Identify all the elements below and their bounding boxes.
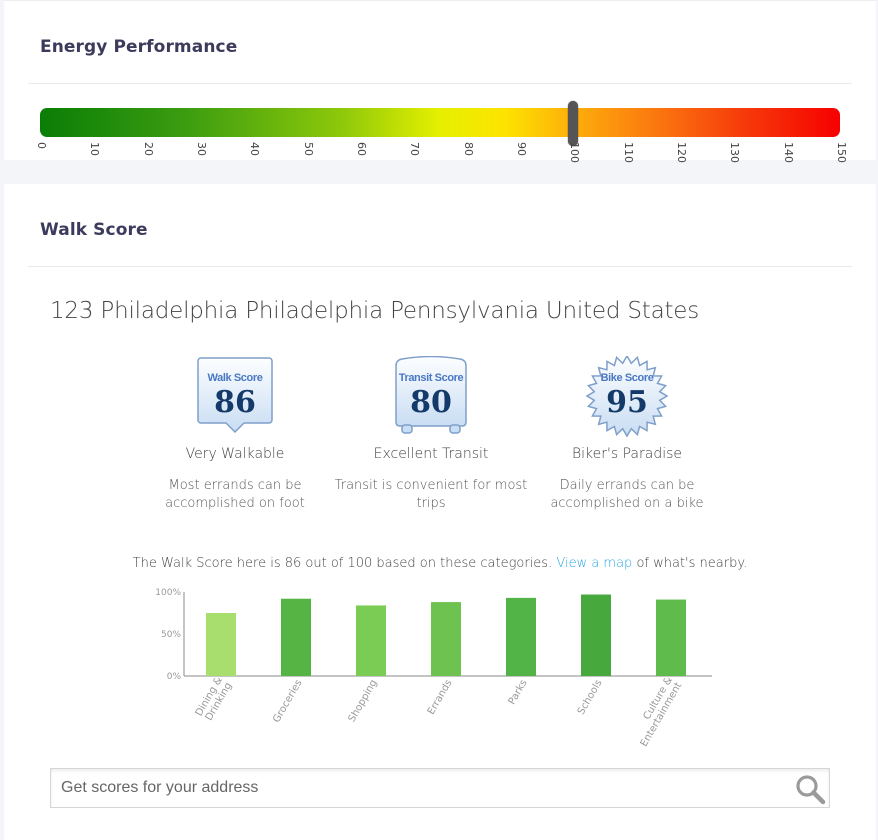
walk-score-badge-label: Walk Score bbox=[207, 372, 263, 384]
chart-bar bbox=[656, 599, 686, 676]
address-search-input[interactable] bbox=[51, 769, 781, 807]
bike-score-value: 95 bbox=[606, 385, 648, 420]
chart-y-tick-label: 0% bbox=[167, 672, 182, 682]
chart-y-tick-label: 100% bbox=[155, 588, 181, 598]
gauge-tick-label: 70 bbox=[408, 142, 422, 156]
chart-bar bbox=[506, 597, 536, 676]
chart-category-label: Parks bbox=[507, 678, 530, 707]
energy-performance-title: Energy Performance bbox=[40, 37, 238, 57]
divider bbox=[28, 266, 852, 267]
chart-category-label: Shopping bbox=[347, 678, 380, 724]
summary-text: The Walk Score here is 86 out of 100 bas… bbox=[132, 556, 553, 571]
bike-score-column: Bike Score 95 Biker's Paradise Daily err… bbox=[527, 356, 727, 513]
gauge-tick-label: 50 bbox=[301, 142, 315, 156]
chart-category-label-line: Groceries bbox=[271, 678, 304, 725]
chart-category-label-line: Parks bbox=[507, 678, 530, 707]
walk-score-title: Walk Score bbox=[40, 220, 148, 240]
walk-score-card: Walk Score 123 Philadelphia Philadelphia… bbox=[4, 184, 876, 840]
gauge-tick-label: 130 bbox=[728, 142, 742, 163]
chart-bar bbox=[206, 613, 236, 676]
energy-gauge-bar bbox=[40, 108, 840, 137]
walk-score-value: 86 bbox=[214, 385, 256, 420]
energy-gauge-marker bbox=[568, 101, 579, 146]
search-icon[interactable] bbox=[793, 773, 827, 805]
address-heading: 123 Philadelphia Philadelphia Pennsylvan… bbox=[50, 298, 700, 324]
walk-score-column: Walk Score 86 Very Walkable Most errands… bbox=[135, 356, 335, 513]
gauge-tick-label: 140 bbox=[781, 142, 795, 163]
chart-category-label-line: Schools bbox=[576, 678, 605, 717]
category-bar-chart: 100% 50% 0% Dining &Drinking Groceries Shoppi… bbox=[155, 588, 712, 749]
gauge-tick-label: 150 bbox=[835, 142, 848, 163]
gauge-tick-label: 20 bbox=[141, 142, 155, 156]
bike-score-detail: Daily errands can be accomplished on a b… bbox=[550, 478, 704, 511]
walk-score-badge-icon[interactable]: Walk Score 86 bbox=[192, 356, 278, 440]
address-search-box bbox=[50, 768, 830, 808]
chart-bar bbox=[356, 605, 386, 676]
divider bbox=[28, 83, 852, 84]
transit-score-column: Transit Score 80 Excellent Transit Trans… bbox=[331, 356, 531, 513]
gauge-tick-label: 110 bbox=[621, 142, 635, 163]
gauge-tick-label: 100 bbox=[568, 142, 582, 163]
chart-bar bbox=[281, 598, 311, 676]
gauge-tick-label: 90 bbox=[515, 142, 528, 156]
gauge-tick-label: 60 bbox=[355, 142, 368, 156]
chart-category-label: Culture &Entertainment bbox=[639, 675, 685, 749]
chart-category-label: Groceries bbox=[271, 678, 304, 725]
transit-score-description: Excellent Transit bbox=[373, 446, 489, 462]
bike-score-description: Biker's Paradise bbox=[571, 446, 683, 462]
gauge-tick-label: 0 bbox=[35, 142, 48, 149]
walk-score-summary: The Walk Score here is 86 out of 100 bas… bbox=[4, 556, 876, 571]
chart-y-tick-label: 50% bbox=[161, 630, 181, 640]
bike-score-badge-icon[interactable]: Bike Score 95 bbox=[584, 356, 670, 440]
chart-bar bbox=[581, 594, 611, 676]
summary-suffix: of what's nearby. bbox=[636, 556, 748, 571]
gauge-tick-label: 120 bbox=[675, 142, 688, 163]
chart-bar bbox=[431, 602, 461, 676]
gauge-tick-label: 30 bbox=[195, 142, 208, 156]
walk-score-description: Very Walkable bbox=[185, 446, 285, 462]
chart-category-label: Schools bbox=[576, 678, 605, 717]
transit-score-badge-icon[interactable]: Transit Score 80 bbox=[388, 356, 474, 440]
chart-category-label-line: Errands bbox=[426, 678, 455, 717]
chart-category-label: Errands bbox=[426, 678, 455, 717]
view-map-link[interactable]: View a map bbox=[556, 556, 633, 571]
gauge-tick-label: 10 bbox=[88, 142, 102, 156]
gauge-tick-label: 80 bbox=[461, 142, 475, 156]
chart-category-label: Dining &Drinking bbox=[194, 675, 235, 723]
bike-score-badge-label: Bike Score bbox=[600, 372, 654, 384]
chart-category-label-line: Shopping bbox=[347, 678, 380, 724]
transit-score-detail: Transit is convenient for most trips bbox=[334, 478, 528, 511]
walk-score-detail: Most errands can be accomplished on foot bbox=[165, 478, 305, 511]
energy-performance-card: Energy Performance 0 10 20 30 40 50 60 70 80 90 10… bbox=[4, 0, 876, 163]
transit-score-value: 80 bbox=[410, 385, 452, 420]
transit-score-badge-label: Transit Score bbox=[398, 372, 464, 384]
gauge-tick-label: 40 bbox=[248, 142, 262, 156]
